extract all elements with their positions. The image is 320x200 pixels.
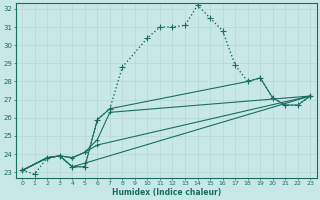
X-axis label: Humidex (Indice chaleur): Humidex (Indice chaleur) <box>112 188 221 197</box>
